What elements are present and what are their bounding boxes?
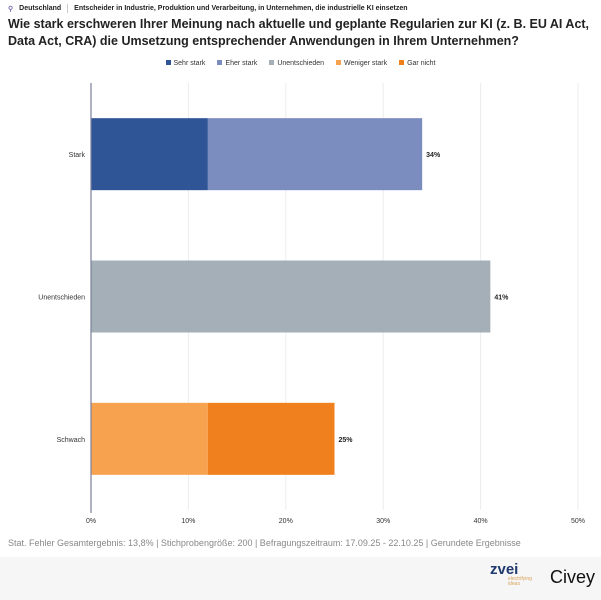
zvei-tagline: electrifying ideas	[508, 576, 532, 587]
filter-meta: ⚲ Deutschland Entscheider in Industrie, …	[8, 4, 407, 13]
bar-segment	[91, 118, 208, 191]
total-label: 41%	[494, 295, 509, 302]
legend-label: Eher stark	[225, 60, 258, 67]
total-label: 34%	[426, 152, 441, 159]
bar-segment	[207, 402, 335, 475]
bar-segment	[91, 402, 208, 475]
legend-swatch	[269, 60, 275, 65]
legend-swatch	[165, 60, 171, 65]
x-tick-label: 20%	[279, 518, 293, 525]
civey-logo: Civey	[550, 567, 596, 587]
legend-swatch	[336, 60, 342, 65]
x-tick-label: 10%	[181, 518, 195, 525]
legend-label: Weniger stark	[344, 60, 388, 67]
x-tick-label: 40%	[474, 518, 488, 525]
x-tick-label: 30%	[376, 518, 390, 525]
legend-item[interactable]: Eher stark	[217, 60, 257, 67]
audience-label: Entscheider in Industrie, Produktion und…	[74, 5, 408, 12]
chart-title: Wie stark erschweren Ihrer Meinung nach …	[8, 17, 590, 48]
bar-segment	[207, 118, 423, 191]
divider	[67, 4, 69, 13]
total-label: 25%	[339, 437, 354, 444]
legend-item[interactable]: Sehr stark	[165, 60, 206, 67]
x-tick-label: 50%	[571, 518, 585, 525]
bar-segment	[91, 260, 491, 333]
legend-swatch	[217, 60, 223, 65]
legend-item[interactable]: Gar nicht	[399, 60, 435, 67]
legend-swatch	[399, 60, 405, 65]
country-label: Deutschland	[19, 5, 62, 12]
category-label: Stark	[69, 152, 86, 159]
category-label: Schwach	[57, 437, 86, 444]
category-label: Unentschieden	[38, 295, 85, 302]
search-icon: ⚲	[8, 5, 14, 13]
x-tick-label: 0%	[86, 518, 96, 525]
legend: Sehr stark Eher stark Unentschieden Weniger…	[0, 60, 601, 67]
legend-item[interactable]: Weniger stark	[336, 60, 387, 67]
footer-band	[0, 557, 601, 600]
legend-label: Sehr stark	[173, 60, 206, 67]
legend-item[interactable]: Unentschieden	[269, 60, 324, 67]
chart: 0% 10% 20% 30% 40% 50% Stark 34% Unentschieden 41…	[38, 83, 585, 525]
legend-label: Unentschieden	[277, 60, 325, 67]
zvei-logo: zvei	[490, 561, 519, 578]
legend-label: Gar nicht	[407, 60, 436, 67]
footer-note: Stat. Fehler Gesamtergebnis: 13,8% | Sti…	[8, 538, 521, 548]
